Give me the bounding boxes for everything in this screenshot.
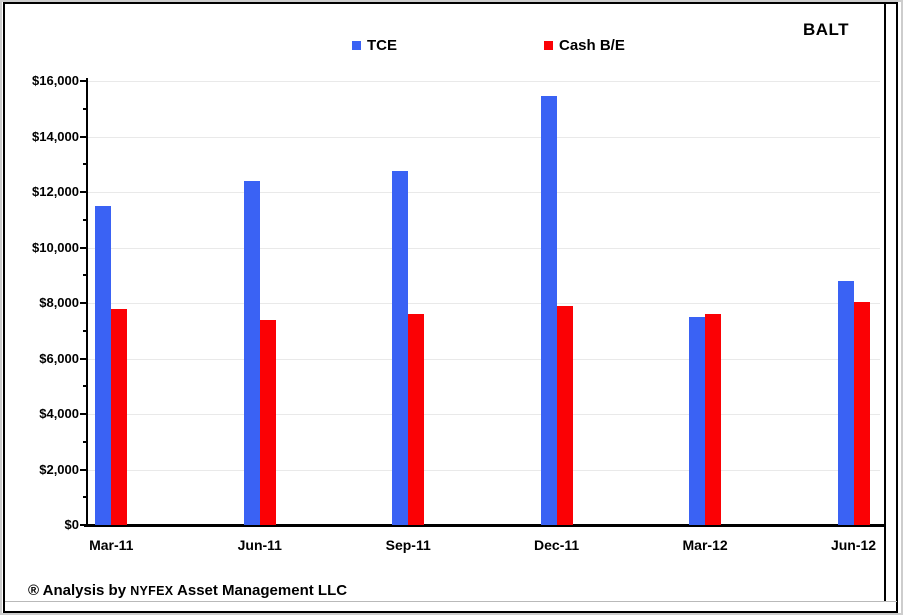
bar-tce-jun-12 bbox=[837, 280, 854, 525]
x-tick-label-jun-11: Jun-11 bbox=[237, 537, 282, 553]
y-axis-major-tick-16000 bbox=[80, 80, 87, 82]
y-axis-minor-tick-7000 bbox=[83, 330, 87, 332]
y-axis-major-tick-12000 bbox=[80, 191, 87, 193]
attribution-text: ® Analysis by NYFEX Asset Management LLC bbox=[28, 582, 347, 599]
x-tick-label-sep-11: Sep-11 bbox=[385, 537, 431, 553]
legend-label-tce: TCE bbox=[367, 37, 397, 54]
y-axis-minor-tick-11000 bbox=[83, 219, 87, 221]
x-tick-label-dec-11: Dec-11 bbox=[534, 537, 580, 553]
legend-swatch-tce bbox=[352, 41, 361, 50]
gridline-6000 bbox=[88, 359, 880, 360]
attribution-suffix: Asset Management LLC bbox=[177, 582, 348, 599]
legend-label-cash-be: Cash B/E bbox=[559, 37, 625, 54]
chart-object-right-border bbox=[884, 4, 886, 601]
y-axis-minor-tick-15000 bbox=[83, 108, 87, 110]
attribution-brand: NYFEX bbox=[130, 584, 174, 598]
x-axis-line bbox=[84, 524, 884, 527]
legend-item-cash-be: Cash B/E bbox=[544, 37, 625, 54]
bar-tce-sep-11 bbox=[392, 171, 409, 525]
bar-cash-be-mar-11 bbox=[111, 308, 128, 525]
legend-item-tce: TCE bbox=[352, 37, 397, 54]
chart-object-bottom-rule bbox=[5, 601, 897, 602]
bar-cash-be-jun-11 bbox=[259, 319, 276, 525]
attribution-prefix: ® Analysis by bbox=[28, 582, 127, 599]
x-tick-label-mar-12: Mar-12 bbox=[682, 537, 728, 553]
y-tick-label-14000: $14,000 bbox=[32, 129, 79, 144]
y-tick-label-12000: $12,000 bbox=[32, 184, 79, 199]
y-axis-minor-tick-5000 bbox=[83, 385, 87, 387]
gridline-12000 bbox=[88, 192, 880, 193]
x-tick-label-jun-12: Jun-12 bbox=[830, 537, 877, 553]
y-tick-label-0: $0 bbox=[64, 517, 79, 532]
y-tick-label-4000: $4,000 bbox=[39, 406, 79, 421]
page-border bbox=[3, 2, 898, 613]
y-axis-minor-tick-1000 bbox=[83, 496, 87, 498]
y-tick-label-10000: $10,000 bbox=[32, 240, 79, 255]
y-axis-line bbox=[86, 78, 88, 527]
y-axis-major-tick-10000 bbox=[80, 247, 87, 249]
bar-cash-be-sep-11 bbox=[408, 314, 425, 525]
legend-swatch-cash-be bbox=[544, 41, 553, 50]
y-tick-label-16000: $16,000 bbox=[32, 73, 79, 88]
y-axis-major-tick-6000 bbox=[80, 358, 87, 360]
y-axis-major-tick-4000 bbox=[80, 413, 87, 415]
gridline-10000 bbox=[88, 248, 880, 249]
gridline-2000 bbox=[88, 470, 880, 471]
y-axis-major-tick-14000 bbox=[80, 136, 87, 138]
bar-tce-mar-12 bbox=[689, 316, 706, 525]
y-axis-minor-tick-9000 bbox=[83, 274, 87, 276]
bar-cash-be-dec-11 bbox=[556, 305, 573, 525]
gridline-14000 bbox=[88, 137, 880, 138]
bar-tce-dec-11 bbox=[540, 96, 557, 525]
y-axis-minor-tick-13000 bbox=[83, 163, 87, 165]
y-axis-major-tick-0 bbox=[80, 524, 87, 526]
bar-tce-jun-11 bbox=[243, 180, 260, 525]
y-axis-minor-tick-3000 bbox=[83, 441, 87, 443]
gridline-16000 bbox=[88, 81, 880, 82]
y-tick-label-6000: $6,000 bbox=[39, 351, 79, 366]
gridline-4000 bbox=[88, 414, 880, 415]
gridline-8000 bbox=[88, 303, 880, 304]
y-tick-label-2000: $2,000 bbox=[39, 462, 79, 477]
bar-cash-be-jun-12 bbox=[853, 301, 870, 525]
y-axis-major-tick-8000 bbox=[80, 302, 87, 304]
x-tick-label-mar-11: Mar-11 bbox=[89, 537, 134, 553]
bar-cash-be-mar-12 bbox=[705, 314, 722, 525]
y-tick-label-8000: $8,000 bbox=[39, 295, 79, 310]
y-axis-major-tick-2000 bbox=[80, 469, 87, 471]
chart-title: BALT bbox=[802, 20, 850, 39]
bar-tce-mar-11 bbox=[95, 205, 112, 525]
